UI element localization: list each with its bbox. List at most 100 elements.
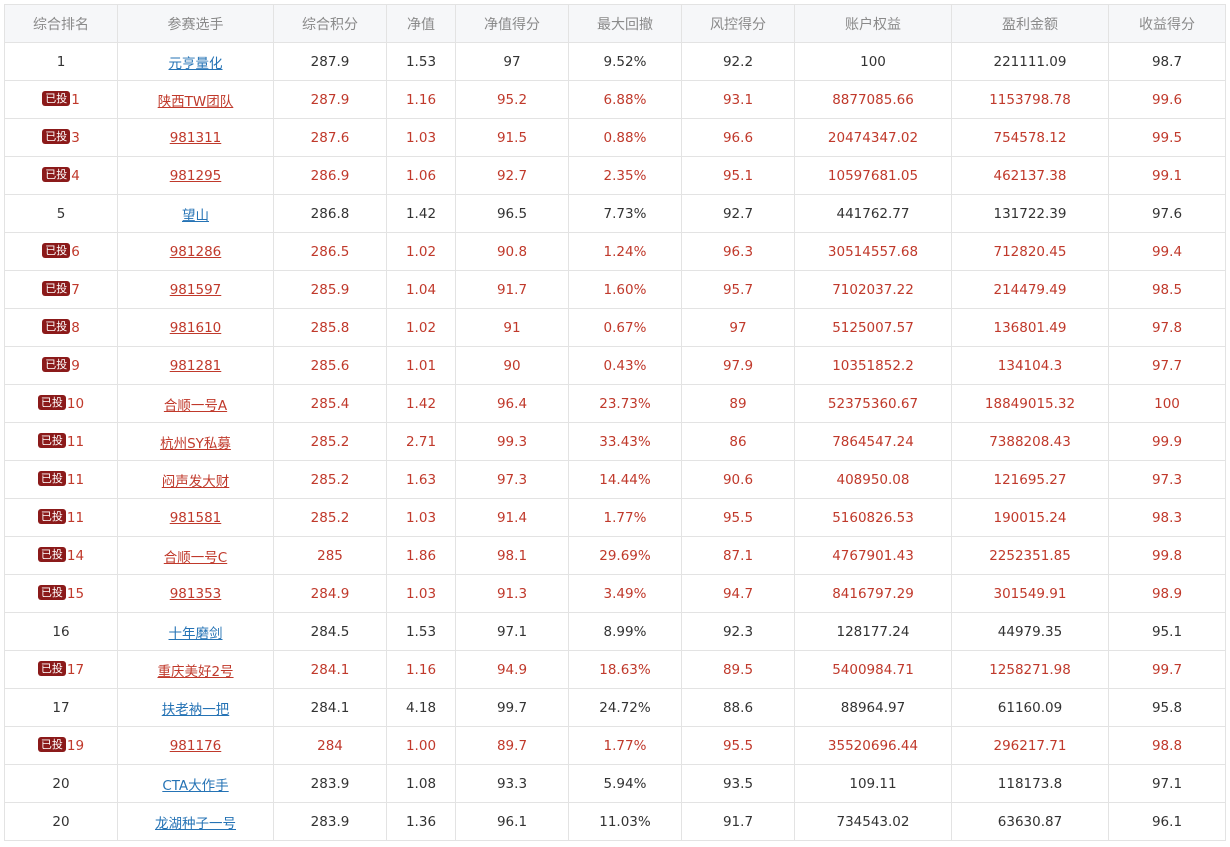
player-name-link[interactable]: 981610 (169, 319, 222, 336)
rank-number: 4 (71, 167, 80, 184)
nav-cell: 1.53 (386, 612, 456, 651)
return-score-cell: 99.1 (1108, 156, 1226, 195)
risk-score-cell: 92.2 (681, 42, 795, 81)
player-name-link[interactable]: 981295 (169, 167, 222, 184)
equity-cell: 4767901.43 (794, 536, 952, 575)
max-drawdown-cell: 14.44% (568, 460, 682, 499)
profit-cell: 118173.8 (951, 764, 1109, 803)
rank-cell: 已投 14 (4, 536, 118, 575)
max-drawdown-cell: 1.77% (568, 726, 682, 765)
player-name-link[interactable]: 981176 (169, 737, 222, 754)
player-name-link[interactable]: 扶老衲一把 (161, 701, 230, 718)
player-name-link[interactable]: 981581 (169, 509, 222, 526)
player-name-link[interactable]: 合顺一号A (163, 397, 228, 414)
profit-cell: 44979.35 (951, 612, 1109, 651)
total-score-cell: 285.8 (273, 308, 387, 347)
profit-cell: 61160.09 (951, 688, 1109, 727)
nav-score-cell: 94.9 (455, 650, 569, 689)
nav-cell: 1.16 (386, 80, 456, 119)
player-name-link[interactable]: 981353 (169, 585, 222, 602)
player-name-link[interactable]: 杭州SY私募 (160, 435, 231, 452)
rank-number: 5 (56, 205, 66, 222)
return-score-cell: 98.8 (1108, 726, 1226, 765)
return-score-cell: 99.7 (1108, 650, 1226, 689)
player-name-link[interactable]: 981311 (169, 129, 222, 146)
player-name-link[interactable]: 981286 (169, 243, 222, 260)
nav-cell: 1.42 (386, 384, 456, 423)
max-drawdown-cell: 33.43% (568, 422, 682, 461)
invested-badge: 已投 (37, 395, 66, 410)
profit-cell: 136801.49 (951, 308, 1109, 347)
player-cell: 981581 (117, 498, 274, 537)
profit-cell: 712820.45 (951, 232, 1109, 271)
max-drawdown-cell: 0.67% (568, 308, 682, 347)
rank-number: 19 (66, 737, 85, 754)
profit-cell: 2252351.85 (951, 536, 1109, 575)
table-row: 16 十年磨剑 284.5 1.53 97.1 8.99% 92.3 128177.24 449… (4, 612, 1226, 651)
player-name-link[interactable]: 合顺一号C (163, 549, 228, 566)
player-cell: 981281 (117, 346, 274, 385)
nav-score-cell: 96.4 (455, 384, 569, 423)
invested-badge: 已投 (37, 737, 66, 752)
player-name-link[interactable]: 元亨量化 (168, 55, 223, 72)
rank-cell: 1 (4, 42, 118, 81)
return-score-cell: 99.4 (1108, 232, 1226, 271)
max-drawdown-cell: 18.63% (568, 650, 682, 689)
rank-number: 7 (71, 281, 80, 298)
equity-cell: 5160826.53 (794, 498, 952, 537)
max-drawdown-cell: 7.73% (568, 194, 682, 233)
player-name-link[interactable]: 望山 (182, 207, 209, 224)
header-return-score: 收益得分 (1108, 4, 1226, 43)
rank-cell: 20 (4, 764, 118, 803)
max-drawdown-cell: 0.88% (568, 118, 682, 157)
player-name-link[interactable]: 陕西TW团队 (157, 93, 234, 110)
table-row: 1 元亨量化 287.9 1.53 97 9.52% 92.2 100 221111.09 98.… (4, 42, 1226, 81)
rank-number: 17 (66, 661, 85, 678)
return-score-cell: 96.1 (1108, 802, 1226, 841)
rank-number: 1 (56, 53, 66, 70)
player-cell: 981311 (117, 118, 274, 157)
return-score-cell: 99.8 (1108, 536, 1226, 575)
rank-cell: 已投 11 (4, 498, 118, 537)
nav-cell: 1.03 (386, 574, 456, 613)
total-score-cell: 284 (273, 726, 387, 765)
table-row: 5 望山 286.8 1.42 96.5 7.73% 92.7 441762.77 131722… (4, 194, 1226, 233)
profit-cell: 462137.38 (951, 156, 1109, 195)
rank-cell: 已投 19 (4, 726, 118, 765)
nav-cell: 1.42 (386, 194, 456, 233)
equity-cell: 30514557.68 (794, 232, 952, 271)
player-name-link[interactable]: 981281 (169, 357, 222, 374)
player-name-link[interactable]: 981597 (169, 281, 222, 298)
risk-score-cell: 95.5 (681, 726, 795, 765)
header-nav-score: 净值得分 (455, 4, 569, 43)
nav-score-cell: 91.5 (455, 118, 569, 157)
player-name-link[interactable]: CTA大作手 (162, 777, 229, 794)
risk-score-cell: 95.1 (681, 156, 795, 195)
player-cell: 闷声发大财 (117, 460, 274, 499)
max-drawdown-cell: 9.52% (568, 42, 682, 81)
nav-cell: 1.86 (386, 536, 456, 575)
table-body: 1 元亨量化 287.9 1.53 97 9.52% 92.2 100 221111.09 98.… (4, 42, 1226, 841)
rank-number: 1 (71, 91, 80, 108)
player-name-link[interactable]: 龙湖种子一号 (155, 815, 236, 832)
equity-cell: 128177.24 (794, 612, 952, 651)
rank-cell: 已投 15 (4, 574, 118, 613)
table-row: 已投 1 陕西TW团队 287.9 1.16 95.2 6.88% 93.1 8877085.6… (4, 80, 1226, 119)
player-name-link[interactable]: 十年磨剑 (168, 625, 223, 642)
total-score-cell: 286.8 (273, 194, 387, 233)
player-cell: 龙湖种子一号 (117, 802, 274, 841)
table-row: 已投 11 杭州SY私募 285.2 2.71 99.3 33.43% 86 7864547.2… (4, 422, 1226, 461)
player-name-link[interactable]: 重庆美好2号 (157, 663, 234, 680)
player-name-link[interactable]: 闷声发大财 (161, 473, 230, 490)
max-drawdown-cell: 29.69% (568, 536, 682, 575)
total-score-cell: 286.5 (273, 232, 387, 271)
player-cell: 扶老衲一把 (117, 688, 274, 727)
risk-score-cell: 94.7 (681, 574, 795, 613)
invested-badge: 已投 (42, 91, 71, 106)
equity-cell: 109.11 (794, 764, 952, 803)
nav-score-cell: 92.7 (455, 156, 569, 195)
nav-cell: 4.18 (386, 688, 456, 727)
player-cell: CTA大作手 (117, 764, 274, 803)
risk-score-cell: 93.1 (681, 80, 795, 119)
